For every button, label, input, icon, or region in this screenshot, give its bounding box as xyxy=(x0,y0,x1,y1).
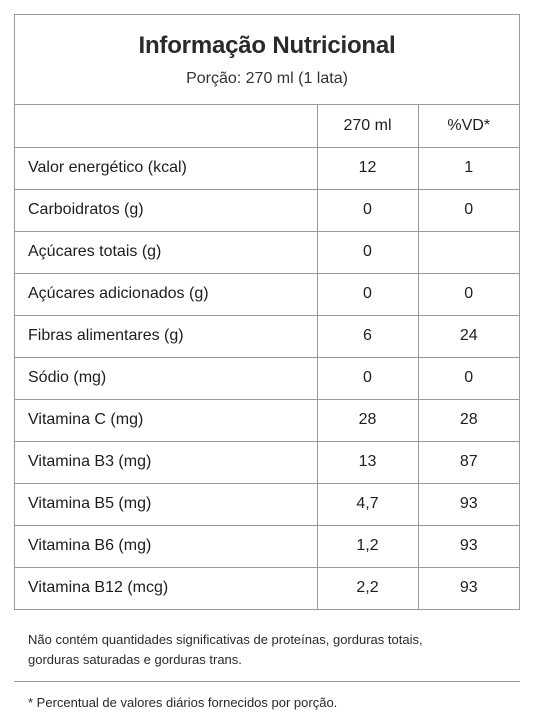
disclaimer-line: gorduras saturadas e gorduras trans. xyxy=(28,652,242,667)
nutrient-daily-value: 24 xyxy=(417,315,519,358)
nutrient-name: Vitamina B12 (mcg) xyxy=(15,567,317,610)
table-row: Açúcares adicionados (g) 0 0 xyxy=(15,273,519,316)
nutrient-name: Vitamina B5 (mg) xyxy=(15,483,317,526)
table-row: Vitamina B3 (mg) 13 87 xyxy=(15,441,519,484)
table-row: Vitamina B12 (mcg) 2,2 93 xyxy=(15,567,519,610)
nutrient-amount: 0 xyxy=(316,357,418,400)
nutrient-name: Açúcares totais (g) xyxy=(15,231,317,274)
table-row: Vitamina B6 (mg) 1,2 93 xyxy=(15,525,519,568)
column-header-amount: 270 ml xyxy=(316,105,418,148)
nutrient-name: Vitamina B6 (mg) xyxy=(15,525,317,568)
table-row: Vitamina C (mg) 28 28 xyxy=(15,399,519,442)
nutrient-amount: 0 xyxy=(316,273,418,316)
nutrient-name: Vitamina B3 (mg) xyxy=(15,441,317,484)
nutrient-name: Sódio (mg) xyxy=(15,357,317,400)
nutrient-daily-value: 93 xyxy=(417,567,519,610)
nutrient-daily-value: 28 xyxy=(417,399,519,442)
table-row: Vitamina B5 (mg) 4,7 93 xyxy=(15,483,519,526)
nutrition-table: 270 ml %VD* Valor energético (kcal) 12 1… xyxy=(15,105,519,610)
nutrient-name: Valor energético (kcal) xyxy=(15,147,317,190)
footnote-divider xyxy=(14,681,520,682)
nutrient-amount: 13 xyxy=(316,441,418,484)
nutrient-amount: 6 xyxy=(316,315,418,358)
nutrient-amount: 0 xyxy=(316,231,418,274)
page-title: Informação Nutricional xyxy=(138,32,396,59)
table-row: Açúcares totais (g) 0 xyxy=(15,231,519,274)
nutrient-daily-value xyxy=(417,231,519,274)
disclaimer-line: Não contém quantidades significativas de… xyxy=(28,632,423,647)
nutrient-amount: 4,7 xyxy=(316,483,418,526)
table-row: Sódio (mg) 0 0 xyxy=(15,357,519,400)
column-header-nutrient xyxy=(15,105,317,148)
nutrient-name: Vitamina C (mg) xyxy=(15,399,317,442)
nutrient-daily-value: 93 xyxy=(417,525,519,568)
table-row: Valor energético (kcal) 12 1 xyxy=(15,147,519,190)
nutrient-amount: 2,2 xyxy=(316,567,418,610)
nutrient-name: Carboidratos (g) xyxy=(15,189,317,232)
nutrient-daily-value: 0 xyxy=(417,357,519,400)
nutrient-daily-value: 0 xyxy=(417,189,519,232)
nutrient-amount: 1,2 xyxy=(316,525,418,568)
nutrition-facts-panel: Informação Nutricional Porção: 270 ml (1… xyxy=(14,14,520,610)
portion-size: Porção: 270 ml (1 lata) xyxy=(186,70,348,87)
nutrient-amount: 12 xyxy=(316,147,418,190)
nutrition-header: Informação Nutricional Porção: 270 ml (1… xyxy=(15,15,519,105)
daily-value-footnote: * Percentual de valores diários fornecid… xyxy=(28,695,338,710)
table-row: Fibras alimentares (g) 6 24 xyxy=(15,315,519,358)
nutrient-daily-value: 87 xyxy=(417,441,519,484)
disclaimer-notes: Não contém quantidades significativas de… xyxy=(14,630,520,670)
nutrient-daily-value: 0 xyxy=(417,273,519,316)
nutrient-amount: 28 xyxy=(316,399,418,442)
nutrient-daily-value: 93 xyxy=(417,483,519,526)
nutrient-name: Açúcares adicionados (g) xyxy=(15,273,317,316)
table-header-row: 270 ml %VD* xyxy=(15,105,519,148)
table-row: Carboidratos (g) 0 0 xyxy=(15,189,519,232)
nutrient-amount: 0 xyxy=(316,189,418,232)
column-header-daily-value: %VD* xyxy=(417,105,519,148)
nutrient-daily-value: 1 xyxy=(417,147,519,190)
nutrient-name: Fibras alimentares (g) xyxy=(15,315,317,358)
